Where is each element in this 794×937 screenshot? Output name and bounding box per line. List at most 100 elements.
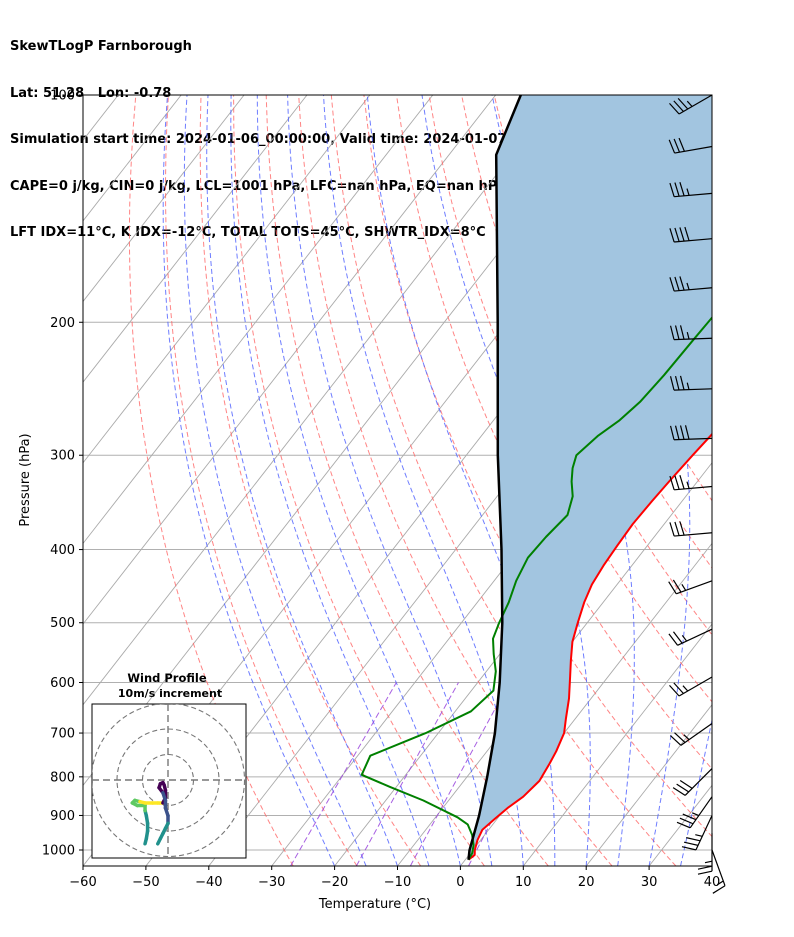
wind-barbs bbox=[668, 94, 726, 894]
dry-adiabat-line bbox=[722, 95, 794, 866]
wind-barb-flag bbox=[668, 633, 679, 646]
wind-barb bbox=[669, 94, 713, 115]
wind-barb-half-flag bbox=[686, 282, 690, 290]
wind-barb bbox=[669, 375, 713, 391]
wind-barb-staff bbox=[674, 238, 713, 243]
title-location: Lat: 51.28 Lon: -0.78 bbox=[10, 85, 172, 101]
wind-barb-flag bbox=[669, 228, 675, 243]
moist-adiabat-line bbox=[256, 95, 461, 866]
mixing-ratio-line bbox=[409, 682, 510, 866]
wind-barb-flag bbox=[697, 870, 713, 875]
wind-barb-flag bbox=[676, 821, 691, 829]
wind-barb-staff bbox=[674, 532, 713, 537]
y-axis-label: Pressure (hPa) bbox=[18, 433, 33, 526]
wind-barb-half-flag bbox=[691, 812, 700, 817]
mixing-ratio-line bbox=[290, 682, 397, 866]
wind-barb bbox=[669, 521, 713, 537]
dry-adiabat-line bbox=[199, 95, 422, 866]
y-tick-label: 200 bbox=[50, 316, 75, 331]
wind-barb-flag bbox=[669, 425, 675, 440]
wind-barb-flag bbox=[674, 375, 680, 391]
wind-barb-flag bbox=[674, 521, 680, 536]
wind-barb bbox=[669, 325, 713, 341]
wind-barb-staff bbox=[674, 287, 713, 292]
wind-barb-flag bbox=[674, 227, 680, 242]
wind-barb bbox=[681, 815, 713, 851]
wind-barb bbox=[669, 723, 713, 746]
y-tick-label: 300 bbox=[50, 449, 75, 464]
wind-barb-half-flag bbox=[686, 331, 690, 340]
x-tick-label: −40 bbox=[195, 875, 222, 890]
moist-adiabat-line bbox=[206, 95, 398, 866]
wind-barb-flag bbox=[686, 837, 701, 842]
wind-barb-staff bbox=[676, 580, 713, 595]
dry-adiabat-line bbox=[755, 95, 794, 866]
wind-barb-half-flag bbox=[704, 860, 713, 864]
wind-barb-half-flag bbox=[686, 481, 690, 489]
hodograph-ring bbox=[92, 704, 246, 858]
wind-barb-flag bbox=[669, 475, 675, 490]
x-tick-label: −60 bbox=[69, 875, 96, 890]
wind-barb-half-flag bbox=[686, 188, 690, 196]
title-cape-line: CAPE=0 j/kg, CIN=0 j/kg, LCL=1001 hPa, L… bbox=[10, 178, 506, 194]
y-tick-label: 100 bbox=[50, 89, 75, 104]
wind-barb-flag bbox=[668, 581, 677, 595]
moist-adiabat-line bbox=[230, 95, 430, 866]
wind-barb-flag bbox=[681, 846, 697, 851]
wind-barb-flag bbox=[712, 885, 726, 894]
plot-area bbox=[83, 95, 794, 866]
wind-barb-half-flag bbox=[683, 734, 690, 741]
hodograph-subtitle: 10m/s increment bbox=[118, 687, 222, 700]
wind-barb bbox=[672, 768, 713, 796]
wind-barb-flag bbox=[669, 684, 680, 697]
wind-barb-staff bbox=[684, 768, 713, 796]
y-tick-label: 1000 bbox=[42, 844, 75, 859]
wind-barb-flag bbox=[669, 325, 675, 340]
x-tick-label: −20 bbox=[321, 875, 348, 890]
wind-barb-flag bbox=[672, 631, 683, 644]
wind-barb-flag bbox=[678, 137, 685, 152]
x-tick-label: 40 bbox=[704, 875, 721, 890]
wind-barb bbox=[676, 796, 713, 829]
dewpoint-profile-line bbox=[360, 316, 712, 861]
wind-barb-flag bbox=[683, 841, 699, 846]
wind-barb-flag bbox=[684, 425, 690, 440]
wind-barb-staff bbox=[678, 676, 713, 697]
wind-barb bbox=[668, 628, 713, 646]
wind-barb-half-flag bbox=[686, 382, 690, 390]
moist-adiabat-line bbox=[711, 863, 712, 866]
wind-barb-staff bbox=[674, 485, 713, 491]
wind-barb-flag bbox=[684, 226, 690, 241]
dry-adiabat-line bbox=[298, 95, 613, 866]
moist-adiabat-line bbox=[287, 95, 493, 866]
hodograph-frame bbox=[91, 703, 247, 859]
wind-barb-staff bbox=[674, 388, 713, 391]
wind-barb-flag bbox=[674, 732, 686, 743]
moist-adiabat-line bbox=[323, 95, 524, 866]
wind-barb-flag bbox=[673, 100, 684, 112]
y-tick-label: 700 bbox=[50, 727, 75, 742]
title-indices-line: LFT IDX=11°C, K IDX=-12°C, TOTAL TOTS=45… bbox=[10, 225, 486, 240]
isotherm-line bbox=[522, 623, 712, 866]
wind-barb-half-flag bbox=[682, 685, 689, 692]
wind-barb-flag bbox=[682, 813, 697, 821]
wind-barb bbox=[668, 579, 713, 595]
wind-barb bbox=[669, 676, 713, 697]
y-tick-label: 500 bbox=[50, 616, 75, 631]
hodograph bbox=[92, 704, 246, 858]
dry-adiabat-line bbox=[363, 95, 712, 838]
chart-title-block: SkewTLogP Farnborough Lat: 51.28 Lon: -0… bbox=[10, 8, 603, 256]
wind-barb bbox=[669, 226, 713, 243]
mixing-ratio-line bbox=[355, 682, 459, 866]
dry-adiabat-line bbox=[787, 95, 794, 866]
hodograph-segment bbox=[156, 836, 163, 846]
wind-barb-flag bbox=[679, 375, 685, 390]
wind-barb bbox=[669, 181, 713, 198]
wind-barb-staff bbox=[674, 337, 713, 341]
wind-barb-flag bbox=[674, 325, 680, 340]
y-tick-label: 600 bbox=[50, 676, 75, 691]
wind-barb-half-flag bbox=[681, 634, 688, 642]
wind-barb-flag bbox=[679, 521, 685, 536]
wind-barb-staff bbox=[677, 628, 713, 646]
wind-barb-flag bbox=[676, 783, 689, 793]
